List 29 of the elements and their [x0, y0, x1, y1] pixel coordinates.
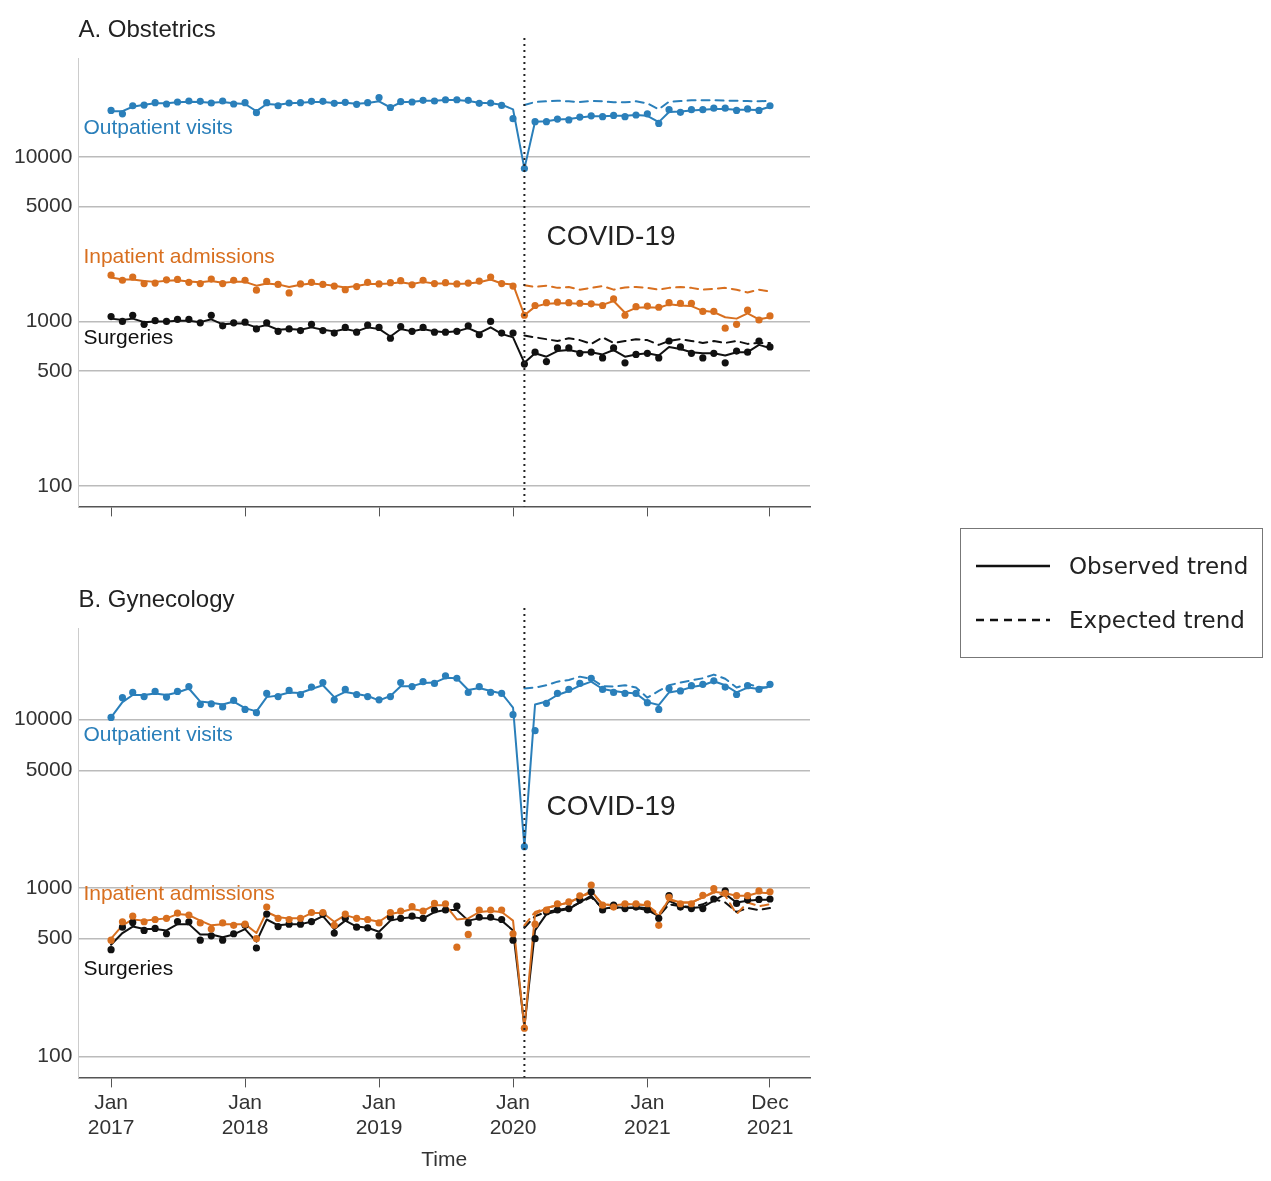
x-tick-label: Jan 2017: [87, 1089, 135, 1138]
series-label: Inpatient admissions: [83, 244, 275, 268]
x-axis-title: Time: [421, 1147, 468, 1171]
y-tick-label: 1000: [25, 874, 73, 898]
series-label: Outpatient visits: [83, 115, 233, 139]
y-tick-label: 500: [37, 357, 73, 381]
series-label: Inpatient admissions: [83, 880, 275, 904]
series-label: Surgeries: [83, 325, 174, 349]
y-tick-label: 100: [37, 472, 73, 496]
ref-line-label: COVID-19: [546, 220, 676, 252]
y-tick-label: 1000: [25, 308, 73, 332]
chart-title: A. Obstetrics: [78, 14, 216, 42]
legend-label: Observed trend: [1069, 553, 1249, 579]
series-label: Surgeries: [83, 956, 174, 980]
legend-label: Expected trend: [1069, 607, 1245, 633]
x-tick-label: Jan 2020: [489, 1089, 537, 1138]
y-tick-label: 10000: [13, 706, 73, 730]
x-tick-label: Jan 2021: [624, 1089, 671, 1138]
y-tick-label: 5000: [25, 193, 73, 217]
y-tick-label: 100: [37, 1043, 73, 1067]
y-tick-label: 5000: [25, 757, 73, 781]
x-tick-label: Jan 2018: [221, 1089, 269, 1138]
y-tick-label: 10000: [13, 143, 73, 167]
ref-line-label: COVID-19: [546, 790, 676, 822]
x-tick-label: Dec 2021: [746, 1089, 794, 1138]
series-label: Outpatient visits: [83, 722, 233, 746]
x-tick-label: Jan 2019: [355, 1089, 403, 1138]
y-tick-label: 500: [37, 925, 73, 949]
chart-title: B. Gynecology: [78, 584, 235, 612]
